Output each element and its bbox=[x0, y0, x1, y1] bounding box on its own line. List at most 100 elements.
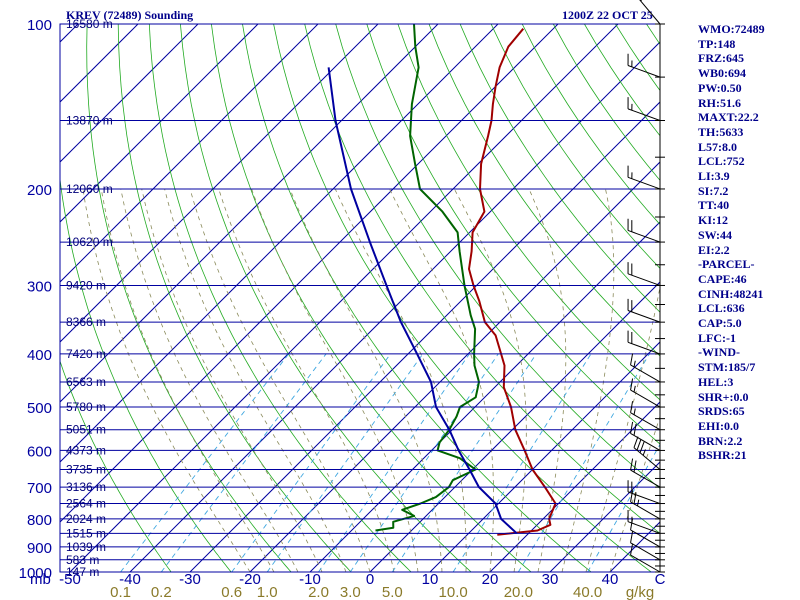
height-label: 12060 m bbox=[66, 182, 113, 196]
wind-barb bbox=[627, 218, 661, 243]
mixing-ratio-label: 40.0 bbox=[573, 584, 602, 600]
height-label: 583 m bbox=[66, 553, 99, 567]
mixing-ratio-label: 5.0 bbox=[382, 584, 403, 600]
wind-barb bbox=[639, 0, 661, 25]
wind-barb bbox=[630, 421, 661, 451]
temperature-unit-label: C bbox=[655, 571, 666, 588]
sounding-station-title: KREV (72489) Sounding bbox=[66, 8, 194, 22]
mixing-ratio-line bbox=[517, 353, 650, 572]
isotherm-line bbox=[249, 161, 660, 572]
sounding-index-item: HEL:3 bbox=[698, 374, 734, 389]
isotherm-line bbox=[489, 401, 660, 572]
wind-barb bbox=[627, 53, 661, 78]
height-label: 13870 m bbox=[66, 113, 113, 127]
wind-barb bbox=[627, 298, 661, 323]
sounding-index-item: EI:2.2 bbox=[698, 242, 730, 257]
wind-barb bbox=[633, 436, 661, 470]
pressure-unit-label: mb bbox=[30, 571, 51, 588]
temperature-tick-label: -30 bbox=[179, 571, 201, 588]
wind-barb bbox=[630, 531, 661, 561]
dry-adiabat-line bbox=[490, 24, 660, 269]
mixing-ratio-line bbox=[391, 353, 537, 572]
sounding-index-item: CAP:5.0 bbox=[698, 316, 742, 331]
dry-adiabat-line bbox=[60, 360, 172, 572]
height-label: 147 m bbox=[66, 565, 99, 579]
parcel-profile-line bbox=[327, 67, 518, 535]
sounding-indices-list: WMO:72489 TP:148 FRZ:645 WB0:694 PW:0.50 RH:5… bbox=[698, 22, 765, 463]
isotherm-line bbox=[60, 24, 499, 463]
sounding-index-item: SRDS:65 bbox=[698, 404, 745, 419]
dry-adiabat-line bbox=[584, 24, 660, 137]
wind-barb bbox=[627, 480, 661, 505]
dewpoint-profile-line bbox=[375, 24, 480, 532]
mixing-ratio-label: 3.0 bbox=[340, 584, 361, 600]
sounding-index-item: CAPE:46 bbox=[698, 271, 747, 286]
temperature-tick-label: -50 bbox=[59, 571, 81, 588]
mixing-ratio-line bbox=[349, 353, 499, 572]
dry-adiabat-line bbox=[117, 24, 352, 572]
height-label: 9420 m bbox=[66, 278, 106, 292]
isotherm-line bbox=[189, 101, 660, 572]
isotherm-line bbox=[309, 221, 660, 572]
isotherm-line bbox=[549, 461, 660, 572]
sounding-index-item: L57:8.0 bbox=[698, 139, 737, 154]
height-label: 10620 m bbox=[66, 235, 113, 249]
moist-adiabat-line bbox=[251, 188, 419, 572]
sounding-index-item: SI:7.2 bbox=[698, 183, 729, 198]
dry-adiabat-line bbox=[771, 24, 800, 584]
mixing-ratio-line bbox=[587, 443, 660, 572]
mixing-ratio-line bbox=[452, 353, 592, 572]
mixing-ratio-line bbox=[160, 353, 327, 572]
pressure-tick-label: 100 bbox=[27, 17, 52, 34]
wind-barb bbox=[627, 330, 661, 355]
wind-barb bbox=[627, 97, 661, 121]
pressure-tick-label: 300 bbox=[27, 278, 52, 295]
isotherm-line bbox=[129, 41, 660, 572]
mixing-ratio-label: 2.0 bbox=[308, 584, 329, 600]
moist-adiabat-line bbox=[164, 188, 347, 572]
temperature-tick-label: 10 bbox=[422, 571, 439, 588]
height-label: 4373 m bbox=[66, 443, 106, 457]
sounding-index-item: SW:44 bbox=[698, 227, 733, 242]
sounding-index-item: LFC:-1 bbox=[698, 330, 736, 345]
wind-barb bbox=[630, 518, 661, 548]
pressure-tick-label: 700 bbox=[27, 480, 52, 497]
dry-adiabat-line bbox=[148, 24, 412, 572]
sounding-index-item: LCL:636 bbox=[698, 301, 745, 316]
pressure-tick-label: 500 bbox=[27, 400, 52, 417]
pressure-tick-label: 900 bbox=[27, 540, 52, 557]
temperature-tick-label: 40 bbox=[602, 571, 619, 588]
wind-barb bbox=[627, 262, 661, 286]
temperature-tick-label: -40 bbox=[119, 571, 141, 588]
sounding-index-item: STM:185/7 bbox=[698, 360, 756, 375]
sounding-index-item: BSHR:21 bbox=[698, 448, 747, 463]
temperature-tick-label: 20 bbox=[482, 571, 499, 588]
sounding-index-item: KI:12 bbox=[698, 213, 728, 228]
height-label: 16580 m bbox=[66, 17, 113, 31]
pressure-tick-label: 200 bbox=[27, 182, 52, 199]
mixing-ratio-label: 0.6 bbox=[221, 584, 242, 600]
pressure-tick-label: 400 bbox=[27, 347, 52, 364]
dry-adiabat-line bbox=[459, 24, 660, 313]
height-label: 5780 m bbox=[66, 400, 106, 414]
dry-adiabat-line bbox=[304, 24, 660, 534]
height-label: 3735 m bbox=[66, 462, 106, 476]
dry-adiabat-line bbox=[273, 24, 652, 572]
temperature-tick-label: -10 bbox=[299, 571, 321, 588]
height-label: 2564 m bbox=[66, 497, 106, 511]
dry-adiabat-line bbox=[397, 24, 660, 401]
isotherm-line bbox=[60, 24, 439, 403]
isotherm-line bbox=[60, 24, 199, 163]
moist-adiabat-line bbox=[189, 188, 371, 572]
dry-adiabat-line bbox=[211, 24, 532, 572]
mixing-ratio-unit-label: g/kg bbox=[626, 584, 654, 600]
sounding-index-item: MAXT:22.2 bbox=[698, 110, 759, 125]
pressure-tick-label: 800 bbox=[27, 512, 52, 529]
height-label: 3136 m bbox=[66, 480, 106, 494]
sounding-index-item: WMO:72489 bbox=[698, 22, 765, 36]
dry-adiabat-line bbox=[242, 24, 592, 572]
moist-adiabat-line bbox=[100, 188, 275, 572]
mixing-ratio-label: 0.2 bbox=[151, 584, 172, 600]
height-label: 2024 m bbox=[66, 512, 106, 526]
